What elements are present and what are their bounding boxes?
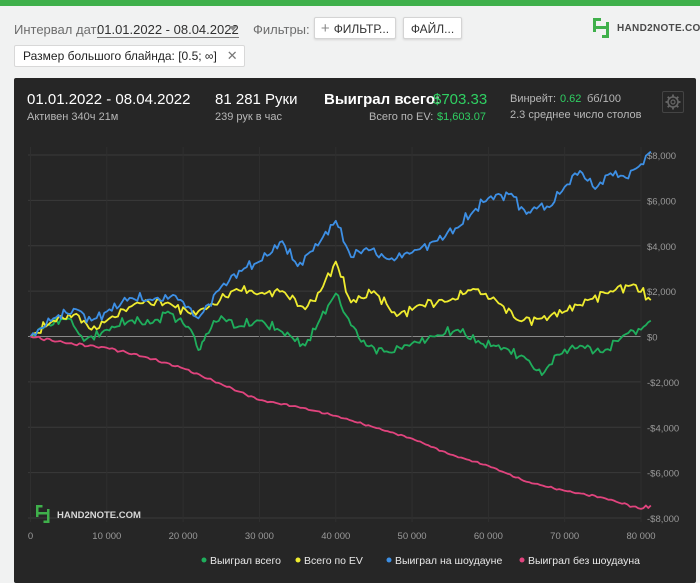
- summary-active-time: Активен 340ч 21м: [27, 111, 119, 123]
- add-filter-label: ФИЛЬТР...: [333, 22, 390, 36]
- gear-icon: [665, 94, 681, 110]
- x-tick-label: 30 000: [245, 531, 274, 542]
- legend-marker-won: [201, 557, 207, 563]
- chevron-down-icon[interactable]: [229, 26, 237, 31]
- summary-hands: 81 281 Руки: [215, 91, 298, 108]
- legend-marker-showdown: [386, 557, 392, 563]
- settings-button[interactable]: [662, 91, 684, 113]
- file-button[interactable]: ФАЙЛ...: [403, 17, 462, 39]
- series-line-won: [30, 292, 652, 377]
- won-total-label: Выиграл всего:: [324, 91, 441, 108]
- y-tick-label: $8,000: [647, 151, 676, 162]
- filter-bar: Интервал дат: 01.01.2022 - 08.04.2022 Фи…: [0, 6, 700, 78]
- y-tick-label: $6,000: [647, 196, 676, 207]
- series-line-ev: [29, 260, 652, 338]
- y-tick-label: -$2,000: [647, 378, 679, 389]
- y-tick-label: -$6,000: [647, 469, 679, 480]
- y-tick-label: $0: [647, 333, 658, 344]
- x-tick-label: 70 000: [550, 531, 579, 542]
- series-line-nonshowdown: [30, 335, 652, 510]
- y-tick-label: -$4,000: [647, 423, 679, 434]
- x-tick-label: 10 000: [92, 531, 121, 542]
- y-tick-label: -$8,000: [647, 514, 679, 525]
- filters-label: Фильтры:: [253, 22, 310, 37]
- interval-label: Интервал дат:: [14, 22, 101, 37]
- filter-chip-label: Размер большого блайнда: [0.5; ∞]: [23, 49, 217, 63]
- x-tick-label: 60 000: [474, 531, 503, 542]
- ev-total-label: Всего по EV:: [369, 111, 434, 123]
- logo-text: HAND2NOTE.COM: [617, 23, 700, 34]
- winrate-unit: бб/100: [587, 93, 622, 105]
- legend-label-ev: Всего по EV: [304, 555, 363, 567]
- x-tick-label: 0: [28, 531, 33, 542]
- add-filter-button[interactable]: + ФИЛЬТР...: [314, 17, 396, 39]
- average-tables: 2.3 среднее число столов: [510, 109, 642, 121]
- x-tick-label: 40 000: [321, 531, 350, 542]
- legend-label-won: Выиграл всего: [210, 555, 281, 567]
- close-icon[interactable]: ✕: [226, 48, 238, 63]
- watermark-text: HAND2NOTE.COM: [57, 510, 141, 521]
- y-tick-label: $4,000: [647, 242, 676, 253]
- winrate-label: Винрейт:: [510, 93, 557, 105]
- legend-label-nonshowdown: Выиграл без шоудауна: [528, 555, 640, 567]
- filter-chip[interactable]: Размер большого блайнда: [0.5; ∞] ✕: [14, 45, 245, 67]
- x-tick-label: 80 000: [626, 531, 655, 542]
- hand2note-logo-icon: [593, 18, 609, 38]
- watermark-logo-icon: [36, 505, 50, 523]
- plus-icon: +: [320, 20, 330, 37]
- legend-label-showdown: Выиграл на шоудауне: [395, 555, 502, 567]
- watermark: HAND2NOTE.COM: [36, 505, 141, 523]
- legend-marker-nonshowdown: [519, 557, 525, 563]
- top-accent-bar: [0, 0, 700, 6]
- date-range-picker[interactable]: 01.01.2022 - 08.04.2022: [97, 22, 239, 38]
- x-tick-label: 20 000: [169, 531, 198, 542]
- won-total-value: $703.33: [433, 91, 488, 108]
- series-line-showdown: [29, 150, 652, 338]
- x-tick-label: 50 000: [398, 531, 427, 542]
- ev-total-value: $1,603.07: [437, 111, 486, 123]
- y-tick-label: $2,000: [647, 287, 676, 298]
- stats-panel: 01.01.2022 - 08.04.2022 Активен 340ч 21м…: [14, 78, 696, 583]
- file-label: ФАЙЛ...: [410, 22, 455, 36]
- summary-hands-per-hour: 239 рук в час: [215, 111, 283, 123]
- winrate-value: 0.62: [560, 93, 582, 105]
- legend-marker-ev: [295, 557, 301, 563]
- summary-period: 01.01.2022 - 08.04.2022: [27, 91, 191, 108]
